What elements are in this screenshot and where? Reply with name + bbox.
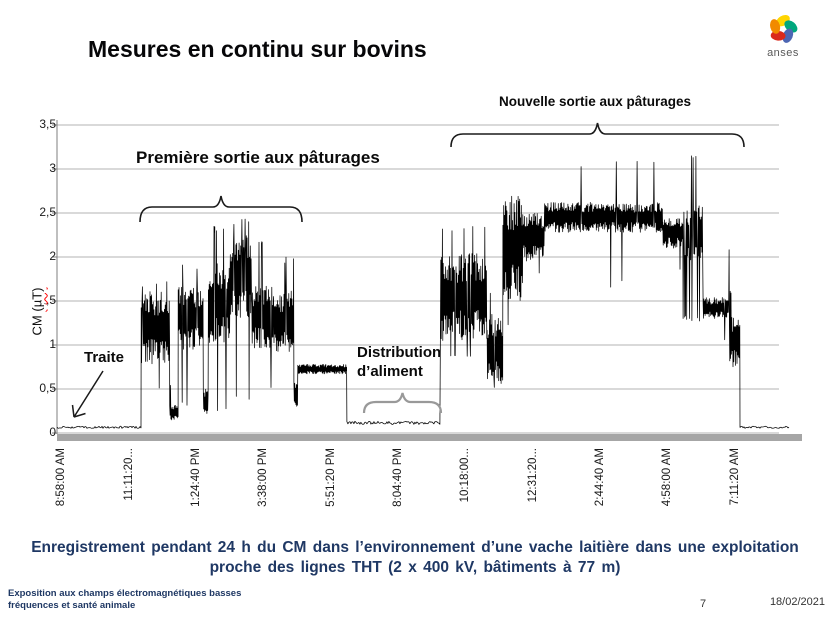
y-tick-label: 2 <box>49 249 56 263</box>
annotation-premiere-sortie: Première sortie aux pâturages <box>136 148 380 167</box>
x-tick-label: 7:11:20 AM <box>728 448 741 506</box>
logo-petal <box>782 28 794 43</box>
x-tick-label: 3:38:00 PM <box>257 448 270 507</box>
x-tick-label: 5:51:20 PM <box>324 448 337 507</box>
footer-line-1: Exposition aux champs électromagnétiques… <box>8 588 242 599</box>
x-tick-label: 11:11:20... <box>122 448 135 501</box>
brace-distribution-aliment <box>362 392 443 414</box>
annotation-distribution-aliment: Distribution d’aliment <box>357 344 442 380</box>
x-tick-label: 8:58:00 AM <box>55 448 68 507</box>
x-axis-bar <box>57 434 802 441</box>
y-tick-label: 3 <box>49 161 56 175</box>
slide-date: 18/02/2021 <box>769 596 825 608</box>
logo-petal <box>770 19 781 34</box>
brace-premiere-sortie <box>139 195 303 223</box>
anses-logo-text: anses <box>767 47 799 59</box>
caption-line-1: Enregistrement pendant 24 h du CM dans l… <box>31 539 799 556</box>
y-tick-label: 1 <box>49 337 56 351</box>
x-tick-label: 1:24:40 PM <box>190 448 203 507</box>
x-tick-label: 2:44:40 AM <box>593 448 606 507</box>
x-tick-label: 4:58:00 AM <box>661 448 674 507</box>
caption: Enregistrement pendant 24 h du CM dans l… <box>10 538 820 579</box>
y-tick-label: 0 <box>49 425 56 439</box>
series-line <box>56 155 790 429</box>
y-axis-title: CM (µT) <box>29 271 45 352</box>
page-number: 7 <box>700 598 707 610</box>
traite-arrow-icon <box>71 370 104 418</box>
x-tick-label: 12:31:20... <box>526 448 539 503</box>
page-title: Mesures en continu sur bovins <box>88 36 427 62</box>
y-tick-label: 0,5 <box>39 381 56 395</box>
y-axis-title-text: CM <box>29 311 45 336</box>
x-tick-label: 8:04:40 PM <box>392 448 405 507</box>
y-tick-label: 3,5 <box>39 117 56 131</box>
annotation-nouvelle-sortie: Nouvelle sortie aux pâturages <box>499 94 692 109</box>
footer-text: Exposition aux champs électromagnétiques… <box>8 588 241 613</box>
caption-line-2: proche des lignes THT (2 x 400 kV, bâtim… <box>209 559 621 577</box>
y-axis-unit: (µT) <box>29 287 45 312</box>
footer-line-2: fréquences et santé animale <box>8 600 136 612</box>
x-tick-label: 10:18:00... <box>459 448 472 503</box>
y-tick-label: 2,5 <box>39 205 56 219</box>
anses-logo: anses <box>762 12 804 59</box>
brace-nouvelle-sortie <box>450 122 745 148</box>
anses-logo-icon <box>770 14 798 43</box>
annotation-traite: Traite <box>84 349 125 366</box>
